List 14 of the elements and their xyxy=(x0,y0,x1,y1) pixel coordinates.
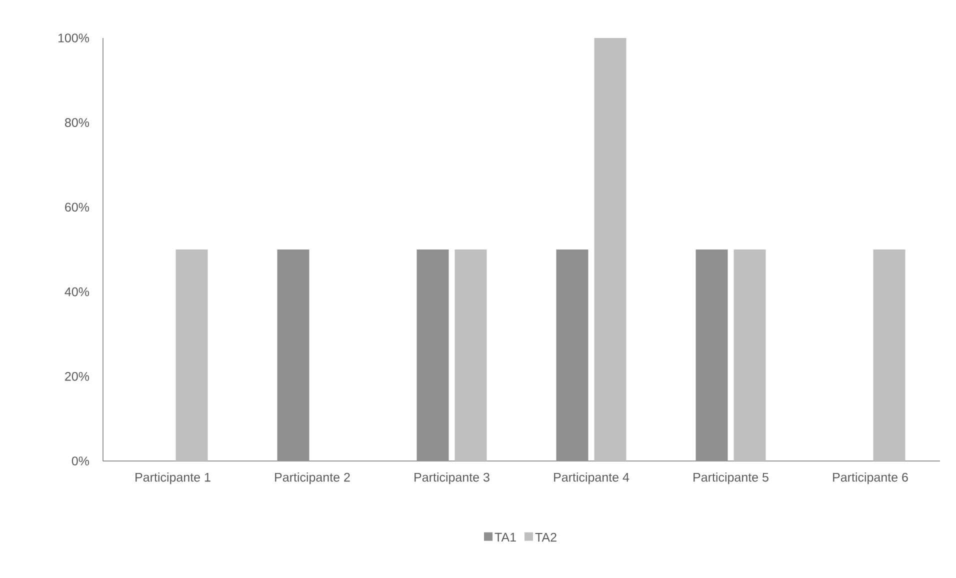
x-tick-label: Participante 1 xyxy=(136,472,210,484)
x-tick-label: Participante 3 xyxy=(414,472,490,484)
legend-label: TA1 xyxy=(494,532,516,542)
y-tick-label: 80% xyxy=(65,118,90,128)
x-tick-label: Participante 6 xyxy=(833,472,908,484)
y-tick-label: 60% xyxy=(65,202,90,212)
x-tick-label: Participante 2 xyxy=(275,472,350,484)
y-tick-label: 20% xyxy=(65,372,90,381)
x-tick-label: Participante 5 xyxy=(694,472,768,484)
y-tick-label: 100% xyxy=(58,34,90,42)
legend-label: TA2 xyxy=(535,532,556,542)
x-tick-label: Participante 4 xyxy=(554,472,630,484)
y-tick-label: 40% xyxy=(64,287,90,296)
y-tick-label: 0% xyxy=(72,456,90,466)
